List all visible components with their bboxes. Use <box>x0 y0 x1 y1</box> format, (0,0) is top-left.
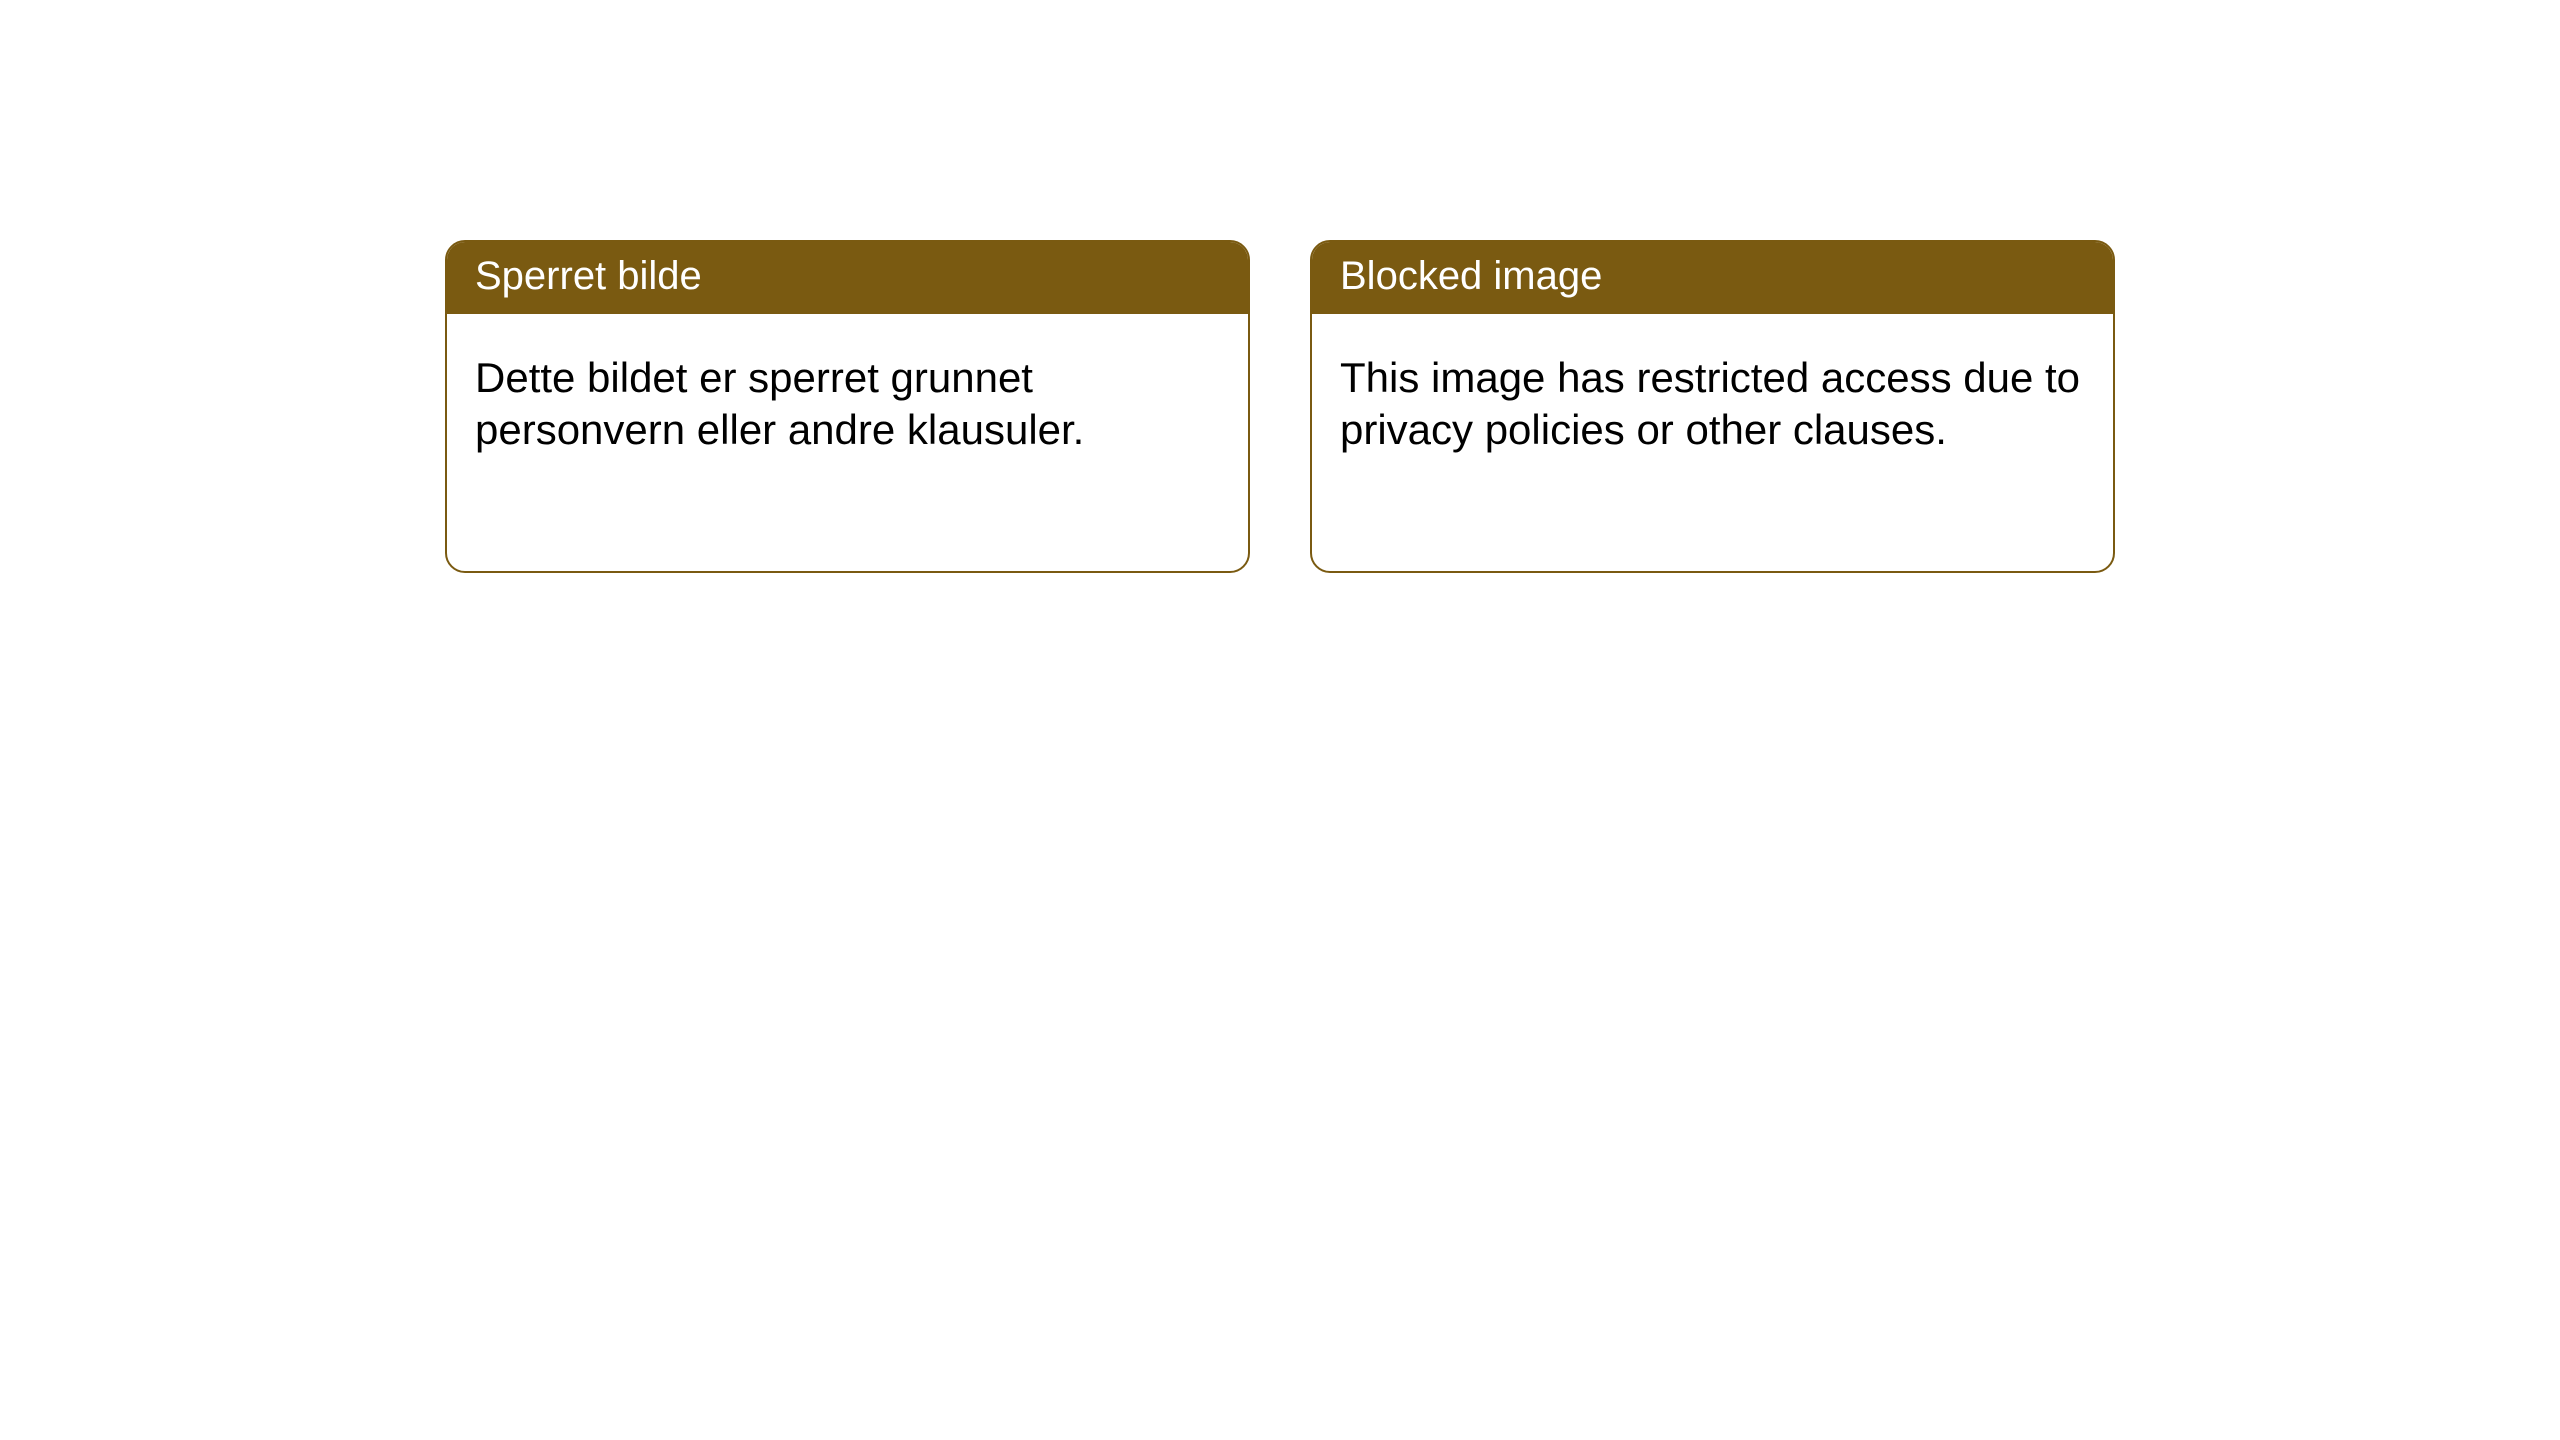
card-body: Dette bildet er sperret grunnet personve… <box>447 314 1248 484</box>
notice-card-norwegian: Sperret bilde Dette bildet er sperret gr… <box>445 240 1250 573</box>
card-header: Sperret bilde <box>447 242 1248 314</box>
card-text: This image has restricted access due to … <box>1340 352 2085 456</box>
card-title: Blocked image <box>1340 254 1602 298</box>
notice-card-english: Blocked image This image has restricted … <box>1310 240 2115 573</box>
card-body: This image has restricted access due to … <box>1312 314 2113 484</box>
notice-container: Sperret bilde Dette bildet er sperret gr… <box>430 240 2130 573</box>
card-header: Blocked image <box>1312 242 2113 314</box>
card-text: Dette bildet er sperret grunnet personve… <box>475 352 1220 456</box>
card-title: Sperret bilde <box>475 254 702 298</box>
